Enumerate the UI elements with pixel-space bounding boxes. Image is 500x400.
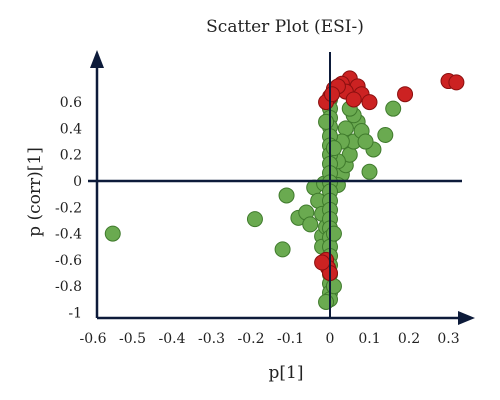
green-data-point [337,120,354,137]
x-tick-label: -0.4 [159,331,186,347]
green-data-point [318,293,335,310]
y-tick-label: 0 [73,174,82,190]
green-data-point [325,140,342,157]
x-tick-label: -0.6 [80,331,107,347]
x-tick-label: -0.5 [119,331,146,347]
green-data-point [318,113,335,130]
y-tick-label: 0.4 [60,121,82,137]
x-tick-label: -0.3 [198,331,225,347]
green-data-point [361,163,378,180]
x-tick-label: 0.2 [398,331,420,347]
y-tick-label: -0.4 [55,227,82,243]
green-data-point [385,100,402,117]
green-data-point [325,225,342,242]
red-data-point [314,254,331,271]
red-data-point [397,86,414,103]
green-data-point [357,133,374,150]
x-axis-label: p[1] [269,363,304,383]
y-tick-label: 0.2 [60,148,82,164]
y-tick-label: -1 [68,306,82,322]
red-data-point [448,74,465,91]
y-axis-arrow [90,50,104,68]
y-tick-label: 0.6 [60,95,82,111]
y-tick-labels: 0.6 0.4 0.2 0 -0.2 -0.4 -0.6 -0.8 -1 [55,95,82,321]
red-data-point [361,94,378,111]
x-tick-label: -0.2 [238,331,265,347]
x-tick-labels: -0.6 -0.5 -0.4 -0.3 -0.2 -0.1 0 0.1 0.2 0.3 [80,331,460,347]
green-data-point [377,126,394,143]
green-data-point [325,278,342,295]
green-data-point [278,187,295,204]
x-tick-label: 0.1 [358,331,380,347]
y-tick-label: -0.2 [55,200,82,216]
x-tick-label: -0.1 [277,331,304,347]
green-data-point [302,216,319,233]
x-tick-label: 0.3 [437,331,459,347]
red-data-point [345,91,362,108]
green-data-point [104,225,121,242]
y-axis-label: p (corr)[1] [25,147,45,237]
x-axis-arrow [458,311,475,325]
data-points [104,70,465,310]
red-data-point [323,86,340,103]
green-data-point [274,241,291,258]
y-tick-label: -0.6 [55,253,82,269]
chart-title: Scatter Plot (ESI-) [206,17,364,37]
y-tick-label: -0.8 [55,279,82,295]
x-tick-label: 0 [326,331,335,347]
green-data-point [246,211,263,228]
